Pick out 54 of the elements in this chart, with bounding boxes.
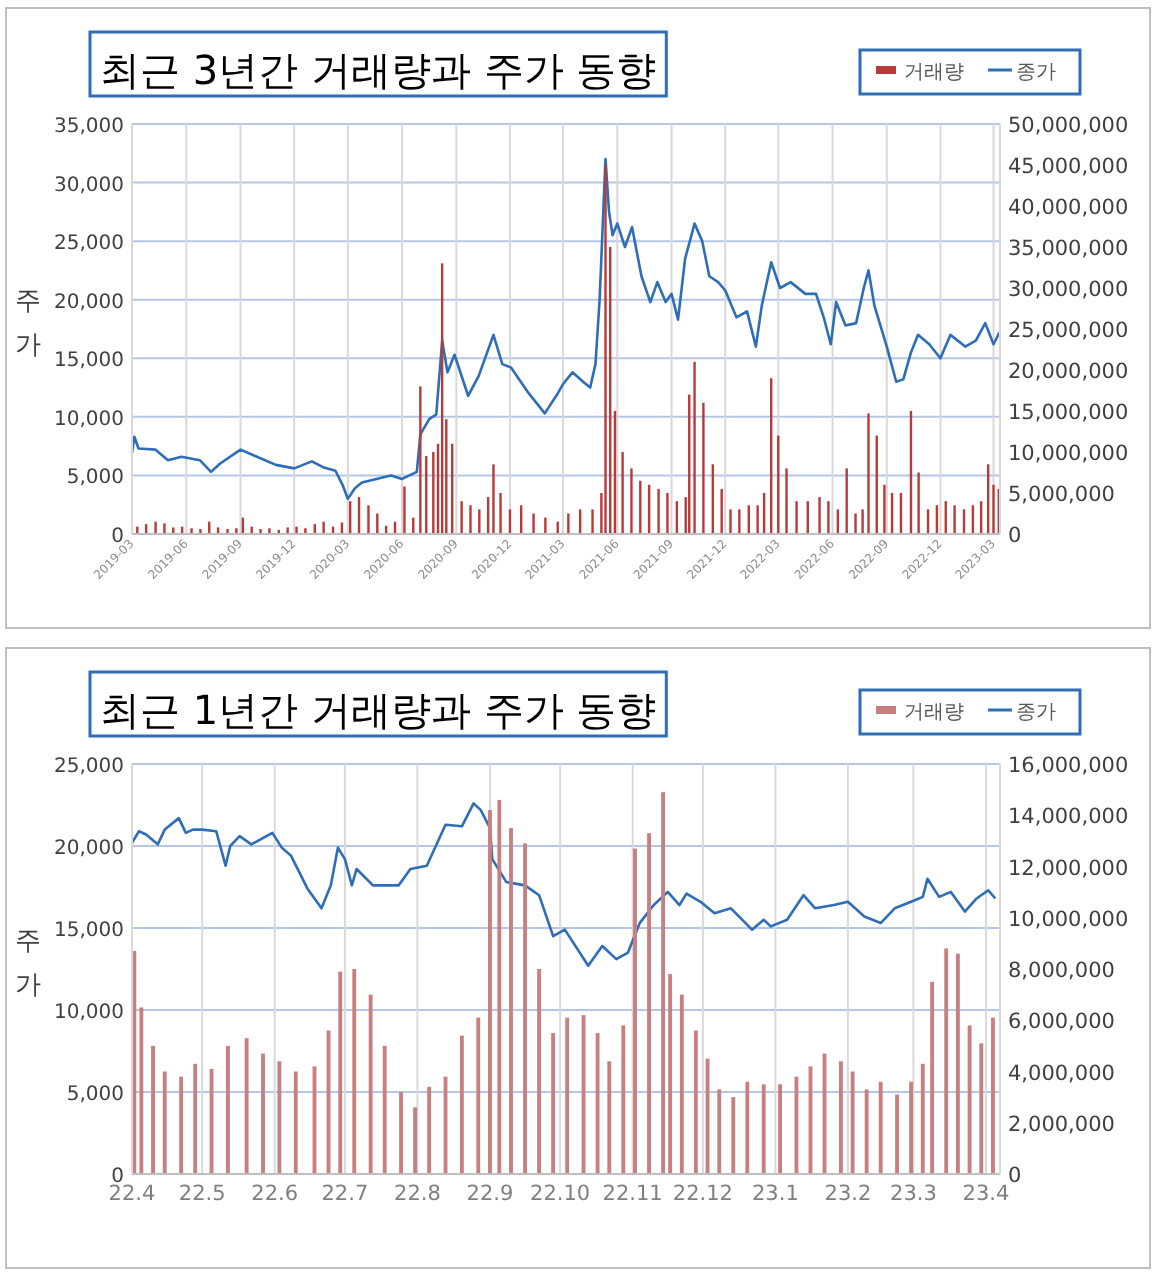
y2-tick-label: 5,000,000 bbox=[1008, 483, 1115, 507]
y2-tick-label: 40,000,000 bbox=[1008, 196, 1129, 220]
x-tick-label: 22.6 bbox=[251, 1182, 299, 1206]
y-tick-label: 5,000 bbox=[66, 467, 124, 490]
y2-tick-label: 50,000,000 bbox=[1008, 114, 1129, 138]
y-tick-label: 5,000 bbox=[66, 1084, 124, 1106]
chart-title: 최근 1년간 거래량과 주가 동향 bbox=[100, 686, 657, 734]
y-tick-label: 10,000 bbox=[54, 408, 124, 431]
y-axis-title: 주가 bbox=[15, 927, 41, 1001]
x-tick-label: 22.4 bbox=[108, 1182, 157, 1206]
y2-tick-label: 2,000,000 bbox=[1008, 1112, 1115, 1137]
y-tick-label: 25,000 bbox=[54, 233, 124, 256]
legend-label: 종가 bbox=[1016, 702, 1056, 724]
y2-tick-label: 35,000,000 bbox=[1008, 237, 1129, 261]
y2-tick-label: 6,000,000 bbox=[1008, 1010, 1115, 1035]
y2-tick-label: 0 bbox=[1008, 524, 1022, 548]
y2-tick-label: 15,000,000 bbox=[1008, 401, 1129, 425]
y2-tick-label: 14,000,000 bbox=[1008, 805, 1129, 830]
y-tick-label: 20,000 bbox=[54, 838, 124, 860]
y2-tick-label: 8,000,000 bbox=[1008, 959, 1115, 983]
y-tick-label: 15,000 bbox=[54, 920, 124, 942]
legend-label: 거래량 bbox=[904, 62, 964, 84]
y2-tick-label: 10,000,000 bbox=[1008, 442, 1129, 466]
x-tick-label: 23.1 bbox=[752, 1182, 799, 1206]
y-tick-label: 0 bbox=[111, 526, 124, 548]
y-tick-label: 35,000 bbox=[54, 116, 124, 138]
legend-label: 거래량 bbox=[904, 702, 964, 724]
y-tick-label: 20,000 bbox=[54, 291, 124, 314]
legend-label: 종가 bbox=[1016, 62, 1056, 84]
y-tick-label: 10,000 bbox=[54, 1002, 124, 1024]
y-tick-label: 25,000 bbox=[54, 756, 124, 778]
y-tick-label: 30,000 bbox=[54, 174, 124, 197]
y2-tick-label: 16,000,000 bbox=[1008, 754, 1129, 778]
x-tick-label: 22.8 bbox=[394, 1182, 441, 1206]
y2-tick-label: 30,000,000 bbox=[1008, 278, 1129, 302]
y2-tick-label: 25,000,000 bbox=[1008, 319, 1129, 343]
y-axis-title: 주가 bbox=[15, 287, 41, 361]
x-tick-label: 23.2 bbox=[824, 1182, 872, 1206]
x-tick-label: 22.9 bbox=[466, 1182, 514, 1206]
x-tick-label: 22.7 bbox=[321, 1182, 369, 1206]
x-tick-label: 22.5 bbox=[178, 1182, 226, 1206]
x-tick-label: 22.11 bbox=[602, 1182, 663, 1206]
y2-tick-label: 12,000,000 bbox=[1008, 856, 1129, 881]
x-tick-label: 23.3 bbox=[890, 1182, 937, 1206]
y-tick-label: 15,000 bbox=[54, 350, 124, 373]
x-tick-label: 22.12 bbox=[672, 1182, 733, 1206]
x-tick-label: 22.10 bbox=[530, 1182, 591, 1206]
y2-tick-label: 45,000,000 bbox=[1008, 155, 1129, 179]
y2-tick-label: 4,000,000 bbox=[1008, 1061, 1115, 1086]
y2-tick-label: 0 bbox=[1008, 1164, 1022, 1188]
y2-tick-label: 10,000,000 bbox=[1008, 907, 1129, 932]
chart-title: 최근 3년간 거래량과 주가 동향 bbox=[100, 46, 657, 94]
y2-tick-label: 20,000,000 bbox=[1008, 360, 1129, 384]
x-tick-label: 23.4 bbox=[962, 1182, 1010, 1206]
